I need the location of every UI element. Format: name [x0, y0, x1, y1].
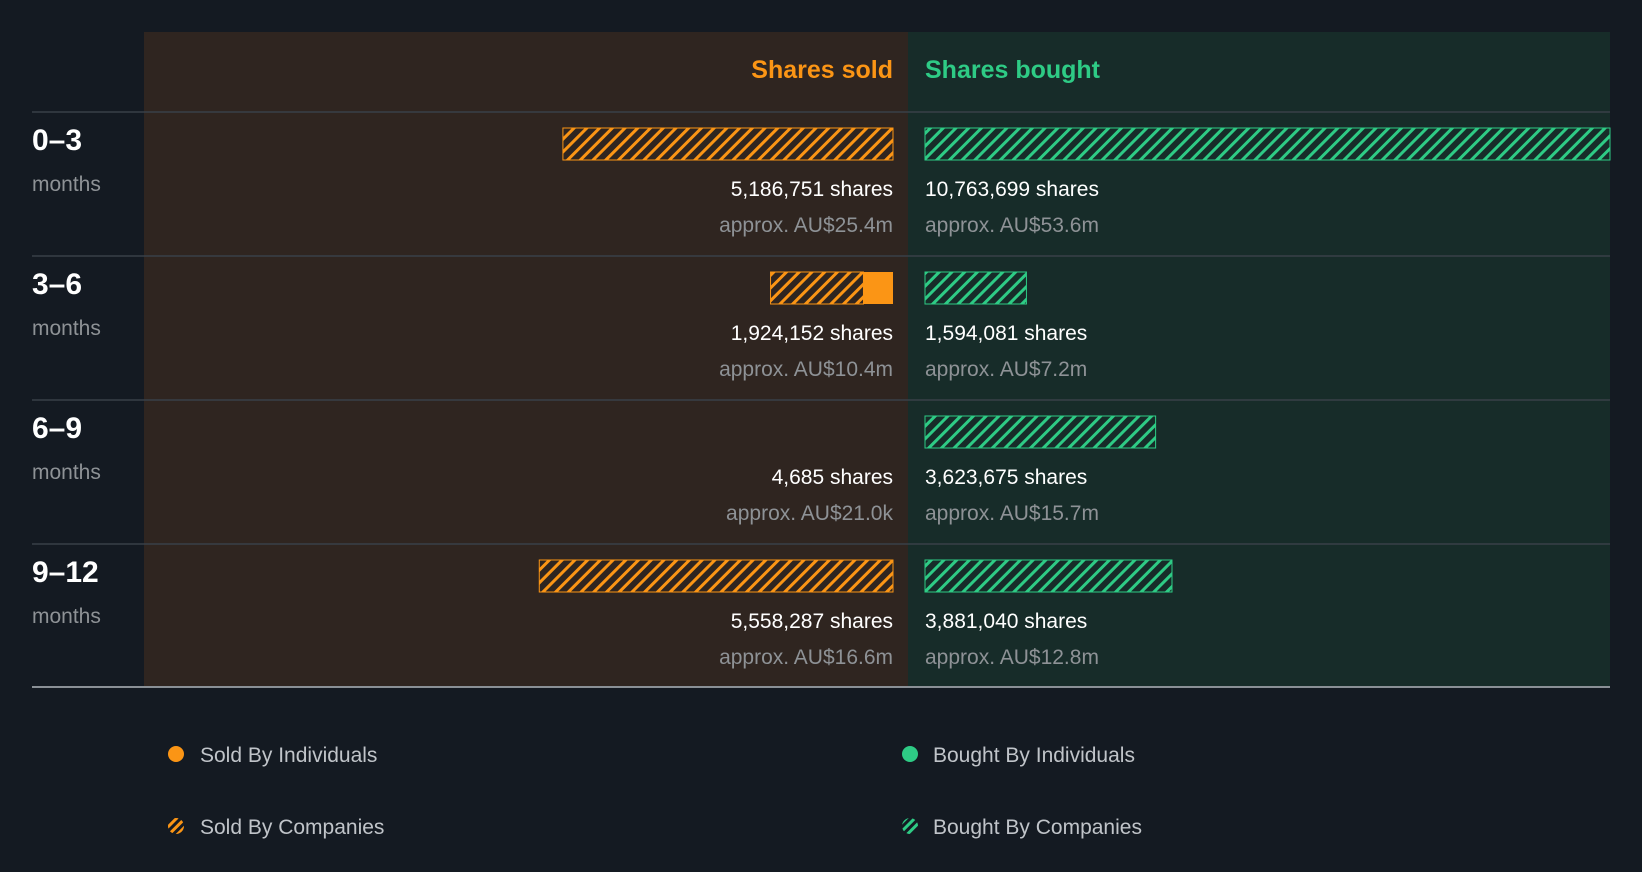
sold-companies-bar: [562, 127, 894, 161]
period-unit-label: months: [32, 605, 101, 628]
period-label: 0–3: [32, 124, 82, 157]
bought-companies-legend-marker: [902, 818, 918, 834]
sold-individuals-bar: [863, 272, 893, 304]
period-label: 9–12: [32, 556, 99, 589]
sold-companies-bar: [538, 559, 894, 593]
sold-companies-bar: [770, 271, 864, 305]
sold-value-label: approx. AU$21.0k: [726, 502, 893, 525]
bought-companies-bar: [924, 271, 1027, 305]
period-unit-label: months: [32, 173, 101, 196]
sold-value-label: approx. AU$10.4m: [719, 358, 893, 381]
bought-shares-label: 10,763,699 shares: [925, 178, 1099, 201]
bought-value-label: approx. AU$15.7m: [925, 502, 1099, 525]
sold-value-label: approx. AU$16.6m: [719, 646, 893, 669]
bought-shares-label: 3,881,040 shares: [925, 610, 1087, 633]
sold-shares-label: 5,558,287 shares: [731, 610, 893, 633]
sold-value-label: approx. AU$25.4m: [719, 214, 893, 237]
bought-companies-bar: [924, 127, 1611, 161]
period-rows: 0–3 months 5,186,751 shares approx. AU$25.4…: [32, 111, 1611, 669]
period-unit-label: months: [32, 461, 101, 484]
period-label: 3–6: [32, 268, 82, 301]
bought-value-label: approx. AU$12.8m: [925, 646, 1099, 669]
bought-shares-label: 1,594,081 shares: [925, 322, 1087, 345]
sold-header: Shares sold: [751, 56, 893, 84]
bought-shares-label: 3,623,675 shares: [925, 466, 1087, 489]
bought-header: Shares bought: [925, 56, 1101, 84]
sold-individuals-legend-marker: [168, 746, 184, 762]
bought-companies-bar: [924, 415, 1157, 449]
legend: Sold By Individuals Bought By Individual…: [168, 744, 1142, 839]
sold-companies-legend-marker: [168, 818, 184, 834]
sold-shares-label: 1,924,152 shares: [731, 322, 893, 345]
sold-shares-label: 4,685 shares: [772, 466, 893, 489]
bought-individuals-legend-label: Bought By Individuals: [933, 744, 1135, 767]
sold-individuals-legend-label: Sold By Individuals: [200, 744, 377, 767]
bought-value-label: approx. AU$7.2m: [925, 358, 1087, 381]
bought-individuals-legend-marker: [902, 746, 918, 762]
sold-companies-legend-label: Sold By Companies: [200, 816, 384, 839]
bought-companies-legend-label: Bought By Companies: [933, 816, 1142, 839]
sold-shares-label: 5,186,751 shares: [731, 178, 893, 201]
period-label: 6–9: [32, 412, 82, 445]
period-unit-label: months: [32, 317, 101, 340]
bought-value-label: approx. AU$53.6m: [925, 214, 1099, 237]
bought-companies-bar: [924, 559, 1173, 593]
